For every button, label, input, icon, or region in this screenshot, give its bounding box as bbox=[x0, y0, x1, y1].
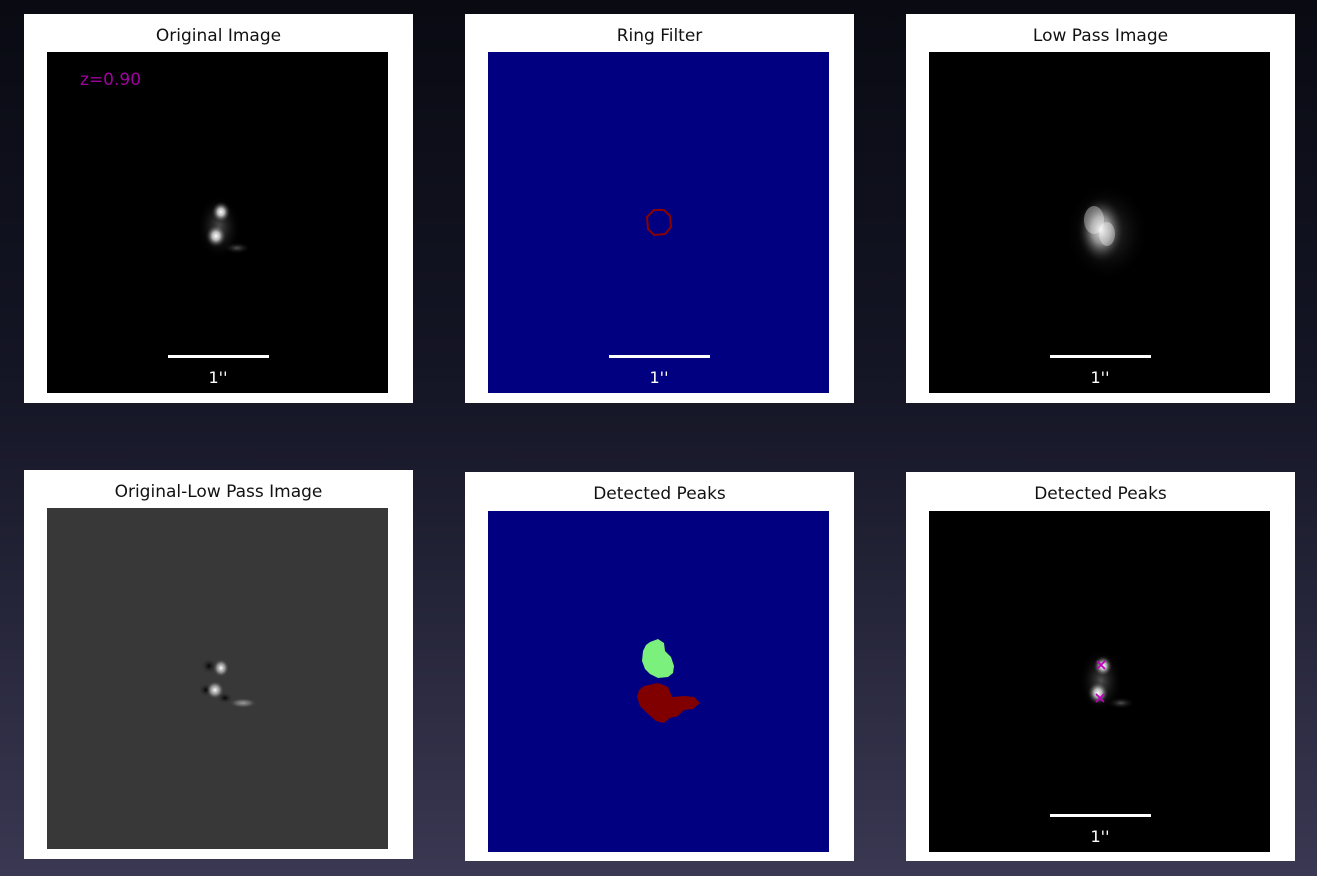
panel-detected-peaks-markers: Detected Peaks 1'' bbox=[906, 472, 1295, 861]
ring-filter-view: 1'' bbox=[488, 52, 829, 393]
panel-title: Detected Peaks bbox=[1034, 484, 1167, 504]
peak-markers-view: 1'' bbox=[929, 511, 1270, 852]
panel-title: Original-Low Pass Image bbox=[114, 482, 323, 502]
panel-title: Original Image bbox=[155, 26, 282, 46]
panel-original-image: Original Image z=0.90 1'' bbox=[24, 14, 413, 403]
x-marker bbox=[1095, 693, 1105, 703]
original-image-view: z=0.90 1'' bbox=[47, 52, 388, 393]
scale-bar-label: 1'' bbox=[208, 368, 228, 387]
scale-bar-label: 1'' bbox=[1090, 368, 1110, 387]
scale-bar bbox=[1050, 814, 1151, 817]
low-pass-image-view: 1'' bbox=[929, 52, 1270, 393]
scale-bar-label: 1'' bbox=[1090, 827, 1110, 846]
panel-residual-image: Original-Low Pass Image bbox=[24, 470, 413, 859]
panel-title: Detected Peaks bbox=[593, 484, 726, 504]
scale-bar-label: 1'' bbox=[649, 368, 669, 387]
panel-low-pass-image: Low Pass Image 1'' bbox=[906, 14, 1295, 403]
peak-segmentation-view bbox=[488, 511, 829, 852]
panel-detected-peaks-segmentation: Detected Peaks bbox=[465, 472, 854, 861]
panel-title: Ring Filter bbox=[616, 26, 703, 46]
scale-bar bbox=[1050, 355, 1151, 358]
ring-shape bbox=[645, 209, 673, 237]
redshift-label: z=0.90 bbox=[80, 70, 142, 90]
panel-title: Low Pass Image bbox=[1032, 26, 1169, 46]
peak-region-green bbox=[642, 639, 674, 678]
scale-bar bbox=[168, 355, 269, 358]
panel-ring-filter: Ring Filter 1'' bbox=[465, 14, 854, 403]
peak-region-darkred bbox=[637, 683, 700, 723]
scale-bar bbox=[609, 355, 710, 358]
residual-image-view bbox=[47, 508, 388, 849]
x-marker bbox=[1096, 660, 1106, 670]
